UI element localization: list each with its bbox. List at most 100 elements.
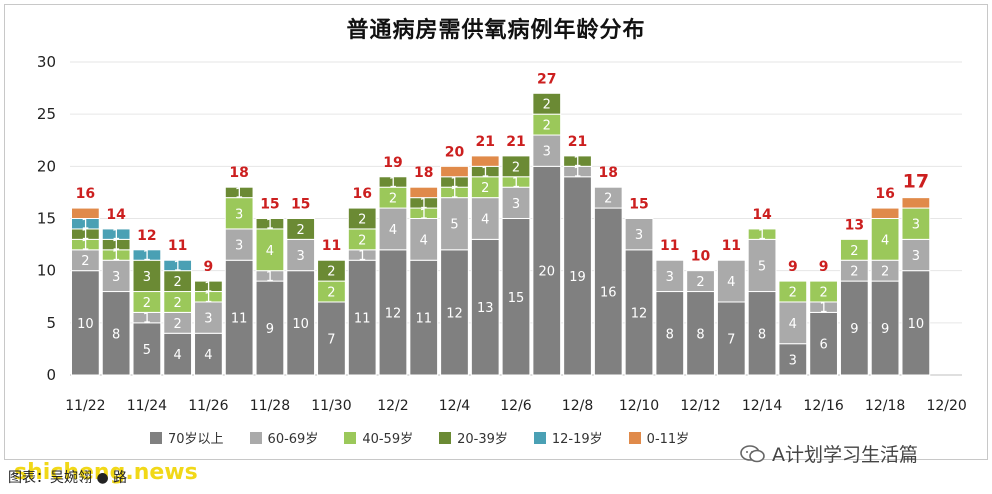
bar-segment (409, 186, 439, 199)
segment-value-label: 2 (327, 286, 335, 301)
segment-value-label: 3 (912, 249, 920, 264)
bar-segment (347, 207, 377, 230)
segment-value-label: 2 (481, 181, 489, 196)
legend-item: 60-69岁 (249, 428, 319, 447)
segment-value-label: 1 (266, 218, 274, 233)
legend-label: 60-69岁 (267, 432, 319, 447)
y-tick-label: 20 (37, 157, 56, 175)
bar-segment (870, 207, 900, 219)
segment-value-label: 10 (908, 317, 925, 332)
segment-value-label: 7 (727, 332, 735, 347)
bar-segment (101, 228, 131, 240)
bar-segment (901, 238, 931, 272)
bar-segment (470, 238, 500, 376)
bar-segment (255, 280, 285, 376)
x-tick-label: 11/26 (188, 398, 228, 414)
bar-segment (901, 207, 931, 240)
bar-segment (163, 332, 193, 376)
bar-total-label: 9 (204, 259, 214, 275)
x-tick-label: 12/16 (803, 398, 843, 414)
bar-segment (563, 155, 592, 167)
segment-value-label: 12 (631, 306, 648, 321)
segment-value-label: 1 (112, 249, 120, 264)
bar-segment (532, 134, 562, 167)
bar-total-label: 11 (722, 238, 741, 254)
bar-segment (378, 176, 408, 188)
y-tick-label: 30 (37, 53, 56, 71)
bar-total-label: 15 (629, 197, 648, 213)
segment-value-label: 2 (543, 119, 551, 134)
bar-segment (163, 259, 193, 272)
segment-value-label: 12 (446, 306, 463, 321)
bar-segment (624, 249, 654, 376)
segment-value-label: 3 (112, 270, 120, 285)
y-tick-label: 25 (37, 105, 56, 123)
segment-value-label: 2 (358, 233, 366, 248)
segment-value-label: 2 (174, 275, 182, 290)
segment-value-label: 1 (81, 228, 89, 243)
bar-total-label: 13 (845, 217, 864, 233)
segment-value-label: 1 (266, 270, 274, 285)
bar-segment (101, 291, 131, 376)
segment-value-label: 4 (727, 275, 735, 290)
bar-segment (532, 165, 562, 376)
segment-value-label: 3 (143, 270, 151, 285)
bar-segment (901, 270, 931, 376)
chart-caption: 图表：吴婉翎 ● 路 (8, 470, 128, 486)
legend-swatch (249, 431, 262, 444)
segment-value-label: 9 (266, 322, 274, 337)
chart-title: 普通病房需供氧病例年龄分布 (346, 18, 646, 43)
segment-value-label: 11 (354, 312, 371, 327)
legend-label: 0-11岁 (646, 432, 690, 447)
segment-value-label: 2 (543, 98, 551, 113)
bar-total-label: 9 (788, 259, 798, 275)
segment-value-label: 8 (758, 327, 766, 342)
bar-segment (501, 218, 531, 376)
segment-value-label: 1 (81, 218, 89, 233)
bar-segment (71, 207, 100, 219)
segment-value-label: 9 (881, 322, 889, 337)
bar-total-label: 21 (506, 134, 525, 150)
bar-segment (255, 218, 285, 230)
bar-total-label: 14 (752, 207, 772, 223)
x-tick-label: 12/20 (926, 398, 966, 414)
bar-segment (686, 270, 715, 293)
segment-value-label: 3 (204, 312, 212, 327)
bar-total-label: 17 (903, 171, 929, 193)
segment-value-label: 1 (235, 186, 243, 201)
segment-value-label: 10 (77, 317, 94, 332)
bar-total-label: 11 (660, 238, 679, 254)
segment-value-label: 3 (666, 270, 674, 285)
bar-total-label: 18 (229, 165, 248, 181)
x-tick-label: 12/4 (439, 398, 471, 414)
bar-segment (440, 165, 469, 178)
segment-value-label: 1 (204, 280, 212, 295)
x-tick-label: 12/14 (742, 398, 782, 414)
bar-total-label: 16 (875, 186, 894, 202)
y-tick-label: 15 (37, 210, 56, 228)
x-tick-label: 12/10 (619, 398, 659, 414)
segment-value-label: 1 (420, 197, 428, 212)
segment-value-label: 4 (881, 233, 889, 248)
segment-value-label: 1 (512, 176, 520, 191)
bar-segment (655, 259, 685, 293)
segment-value-label: 1 (758, 228, 766, 243)
segment-value-label: 5 (450, 218, 458, 233)
x-tick-label: 11/22 (65, 398, 105, 414)
bar-total-label: 16 (352, 186, 371, 202)
segment-value-label: 7 (327, 332, 335, 347)
bar-segment (286, 238, 316, 272)
x-tick-label: 12/6 (500, 398, 532, 414)
bar-segment (409, 259, 439, 376)
bar-segment (224, 259, 254, 376)
segment-value-label: 11 (231, 312, 248, 327)
x-tick-label: 12/8 (562, 398, 593, 414)
x-tick-label: 11/24 (127, 398, 167, 414)
bar-segment (870, 218, 900, 261)
bar-segment (224, 197, 254, 230)
x-tick-label: 12/18 (865, 398, 905, 414)
segment-value-label: 1 (819, 301, 827, 316)
segment-value-label: 2 (389, 192, 397, 207)
segment-value-label: 1 (420, 207, 428, 222)
